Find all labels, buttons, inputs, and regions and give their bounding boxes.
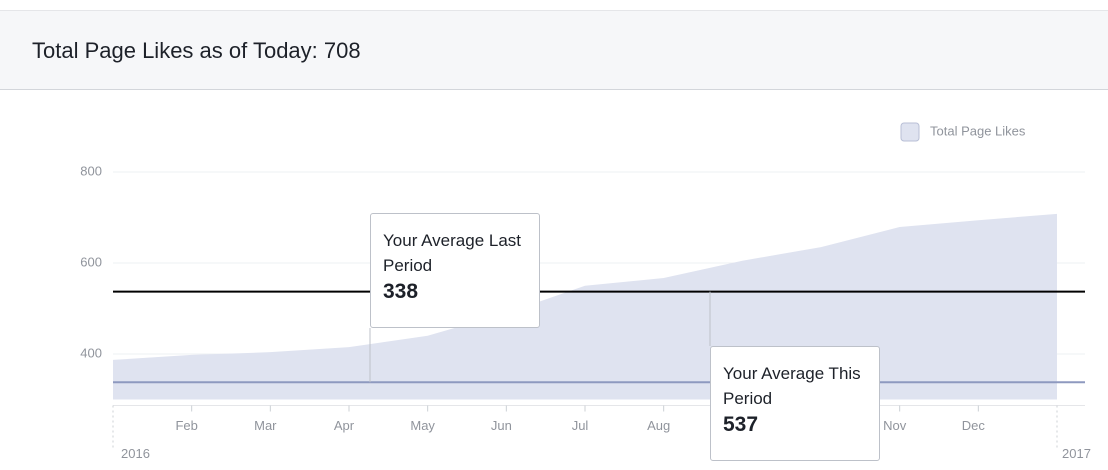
x-tick-label: Jun: [491, 418, 512, 433]
y-tick-label: 400: [80, 345, 102, 360]
x-tick-label: May: [410, 418, 435, 433]
tooltip-value: 338: [383, 280, 419, 303]
area: [113, 213, 1057, 400]
tooltip: Your Average Last Period 338: [370, 213, 540, 328]
y-tick-label: 800: [80, 163, 102, 178]
x-tick-label: Nov: [883, 418, 907, 433]
y-tick-label: 600: [80, 254, 102, 269]
tooltip: Your Average This Period 537: [710, 346, 880, 461]
x-tick-label: 2017: [1062, 446, 1091, 461]
x-tick-label: 2016: [121, 446, 150, 461]
x-tick-label: Aug: [647, 418, 670, 433]
tooltip-value: 537: [723, 413, 759, 436]
header-title: Total Page Likes as of Today: 708: [32, 38, 361, 63]
x-tick-label: Jul: [572, 418, 589, 433]
legend-label: Total Page Likes: [930, 123, 1026, 138]
legend-swatch: [900, 122, 920, 142]
x-tick-label: Dec: [962, 418, 986, 433]
tooltip-label: Your Average Last Period: [383, 231, 522, 275]
x-tick-label: Feb: [175, 418, 197, 433]
tooltip-label: Your Average This Period: [723, 364, 861, 408]
x-tick-label: Mar: [254, 418, 277, 433]
x-tick-label: Apr: [334, 418, 355, 433]
header: Total Page Likes as of Today: 708: [0, 10, 1108, 90]
